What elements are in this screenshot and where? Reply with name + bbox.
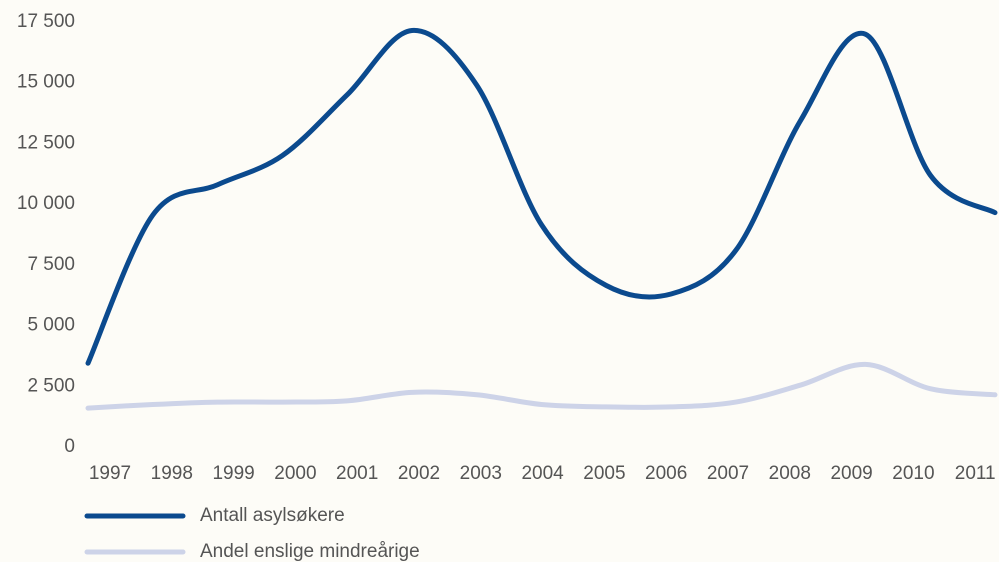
series-line xyxy=(85,27,998,366)
x-tick-label: 2006 xyxy=(645,463,687,484)
series-line xyxy=(85,361,998,411)
x-tick-label: 2010 xyxy=(892,463,934,484)
y-tick-label: 7 500 xyxy=(27,254,75,275)
y-tick-label: 12 500 xyxy=(17,132,75,153)
x-tick-label: 2000 xyxy=(274,463,316,484)
x-tick-label: 1998 xyxy=(151,463,193,484)
x-tick-label: 1997 xyxy=(89,463,131,484)
x-tick-label: 2002 xyxy=(398,463,440,484)
y-tick-label: 5 000 xyxy=(27,315,75,336)
x-tick-label: 2001 xyxy=(336,463,378,484)
y-tick-label: 0 xyxy=(64,436,75,457)
x-tick-label: 2008 xyxy=(769,463,811,484)
y-tick-label: 17 500 xyxy=(17,11,75,32)
legend-label: Antall asylsøkere xyxy=(200,505,345,526)
x-tick-label: 2007 xyxy=(707,463,749,484)
x-tick-label: 2004 xyxy=(521,463,564,484)
x-tick-label: 2003 xyxy=(460,463,502,484)
x-tick-label: 2011 xyxy=(955,463,996,484)
x-tick-label: 2005 xyxy=(583,463,625,484)
y-tick-label: 2 500 xyxy=(27,375,75,396)
x-tick-label: 1999 xyxy=(212,463,254,484)
y-tick-label: 10 000 xyxy=(17,193,75,214)
x-tick-label: 2009 xyxy=(830,463,872,484)
y-tick-label: 15 000 xyxy=(17,72,75,93)
legend-label: Andel enslige mindreårige xyxy=(200,541,420,562)
